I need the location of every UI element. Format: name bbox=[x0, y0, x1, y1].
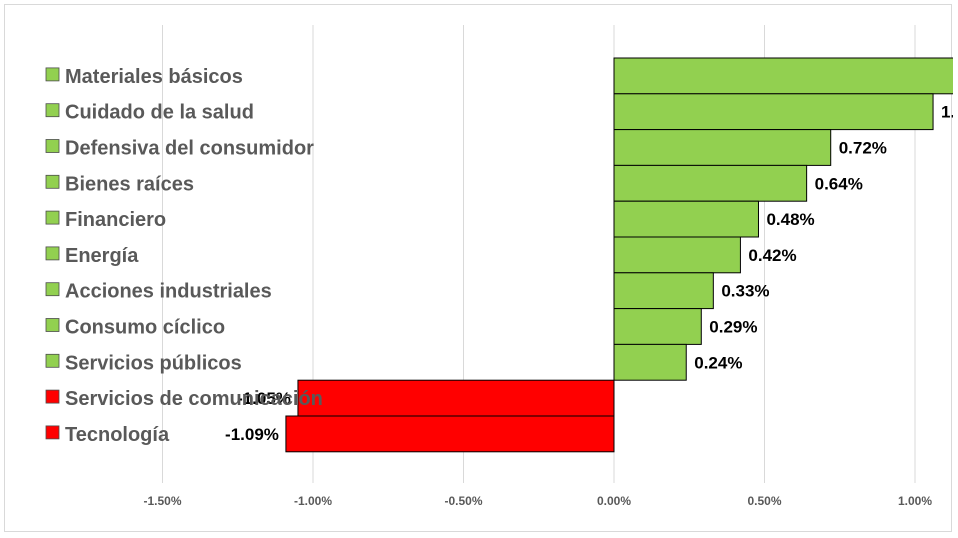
legend: Materiales básicos Cuidado de la salud Def… bbox=[45, 66, 323, 446]
x-tick-label: -1.00% bbox=[294, 494, 332, 508]
bar bbox=[613, 93, 934, 131]
data-label: -1.05% bbox=[237, 389, 291, 408]
data-label: -1.09% bbox=[225, 425, 279, 444]
legend-label: Materiales básicos bbox=[65, 66, 243, 88]
data-label: 0.24% bbox=[694, 353, 742, 372]
legend-swatch bbox=[45, 103, 60, 118]
x-axis-ticks: -1.50%-1.00%-0.50%0.00%0.50%1.00%1.50%2.… bbox=[143, 494, 932, 508]
legend-label: Consumo cíclico bbox=[65, 317, 225, 339]
bars bbox=[285, 57, 958, 453]
legend-label: Energía bbox=[65, 245, 139, 267]
data-labels: 1.40%1.06%0.72%0.64%0.48%0.42%0.33%0.29%… bbox=[225, 103, 958, 444]
bar bbox=[613, 272, 714, 310]
bar bbox=[613, 164, 808, 202]
legend-swatch bbox=[45, 210, 60, 225]
legend-label: Defensiva del consumidor bbox=[65, 138, 314, 160]
legend-swatch bbox=[45, 353, 60, 368]
legend-swatch bbox=[45, 318, 60, 332]
bar bbox=[613, 308, 702, 345]
bar bbox=[613, 236, 741, 274]
legend-label: Cuidado de la salud bbox=[65, 102, 254, 124]
bar bbox=[613, 57, 958, 95]
legend-label: Servicios públicos bbox=[65, 352, 242, 374]
chart-frame: 1.40%1.06%0.72%0.64%0.48%0.42%0.33%0.29%… bbox=[4, 4, 958, 532]
data-label: 0.29% bbox=[709, 318, 757, 337]
x-tick-label: -0.50% bbox=[444, 494, 482, 508]
legend-swatch bbox=[45, 389, 60, 404]
x-tick-label: 0.00% bbox=[597, 494, 631, 508]
legend-label: Financiero bbox=[65, 209, 166, 231]
legend-swatch bbox=[45, 282, 60, 297]
legend-swatch bbox=[45, 246, 60, 261]
x-tick-label: 0.50% bbox=[747, 494, 781, 508]
bar bbox=[297, 379, 615, 417]
bar bbox=[613, 343, 687, 381]
legend-label: Servicios de comunicación bbox=[65, 388, 323, 410]
data-label: 0.42% bbox=[748, 246, 796, 265]
legend-swatch bbox=[45, 425, 60, 440]
legend-swatch bbox=[45, 174, 60, 189]
legend-swatch bbox=[45, 67, 60, 82]
x-tick-label: -1.50% bbox=[143, 494, 181, 508]
legend-label: Bienes raíces bbox=[65, 173, 194, 195]
data-label: 0.33% bbox=[721, 282, 769, 301]
bar bbox=[613, 200, 759, 238]
x-tick-label: 1.00% bbox=[898, 494, 932, 508]
legend-label: Acciones industriales bbox=[65, 281, 272, 303]
bar bbox=[613, 129, 832, 166]
data-label: 0.48% bbox=[766, 210, 814, 229]
legend-swatch bbox=[45, 139, 60, 153]
data-label: 0.72% bbox=[839, 139, 887, 158]
bar bbox=[285, 415, 615, 453]
data-label: 1.06% bbox=[941, 103, 953, 122]
bar-chart: 1.40%1.06%0.72%0.64%0.48%0.42%0.33%0.29%… bbox=[45, 25, 958, 508]
legend-label: Tecnología bbox=[65, 424, 170, 446]
data-label: 0.64% bbox=[815, 174, 863, 193]
